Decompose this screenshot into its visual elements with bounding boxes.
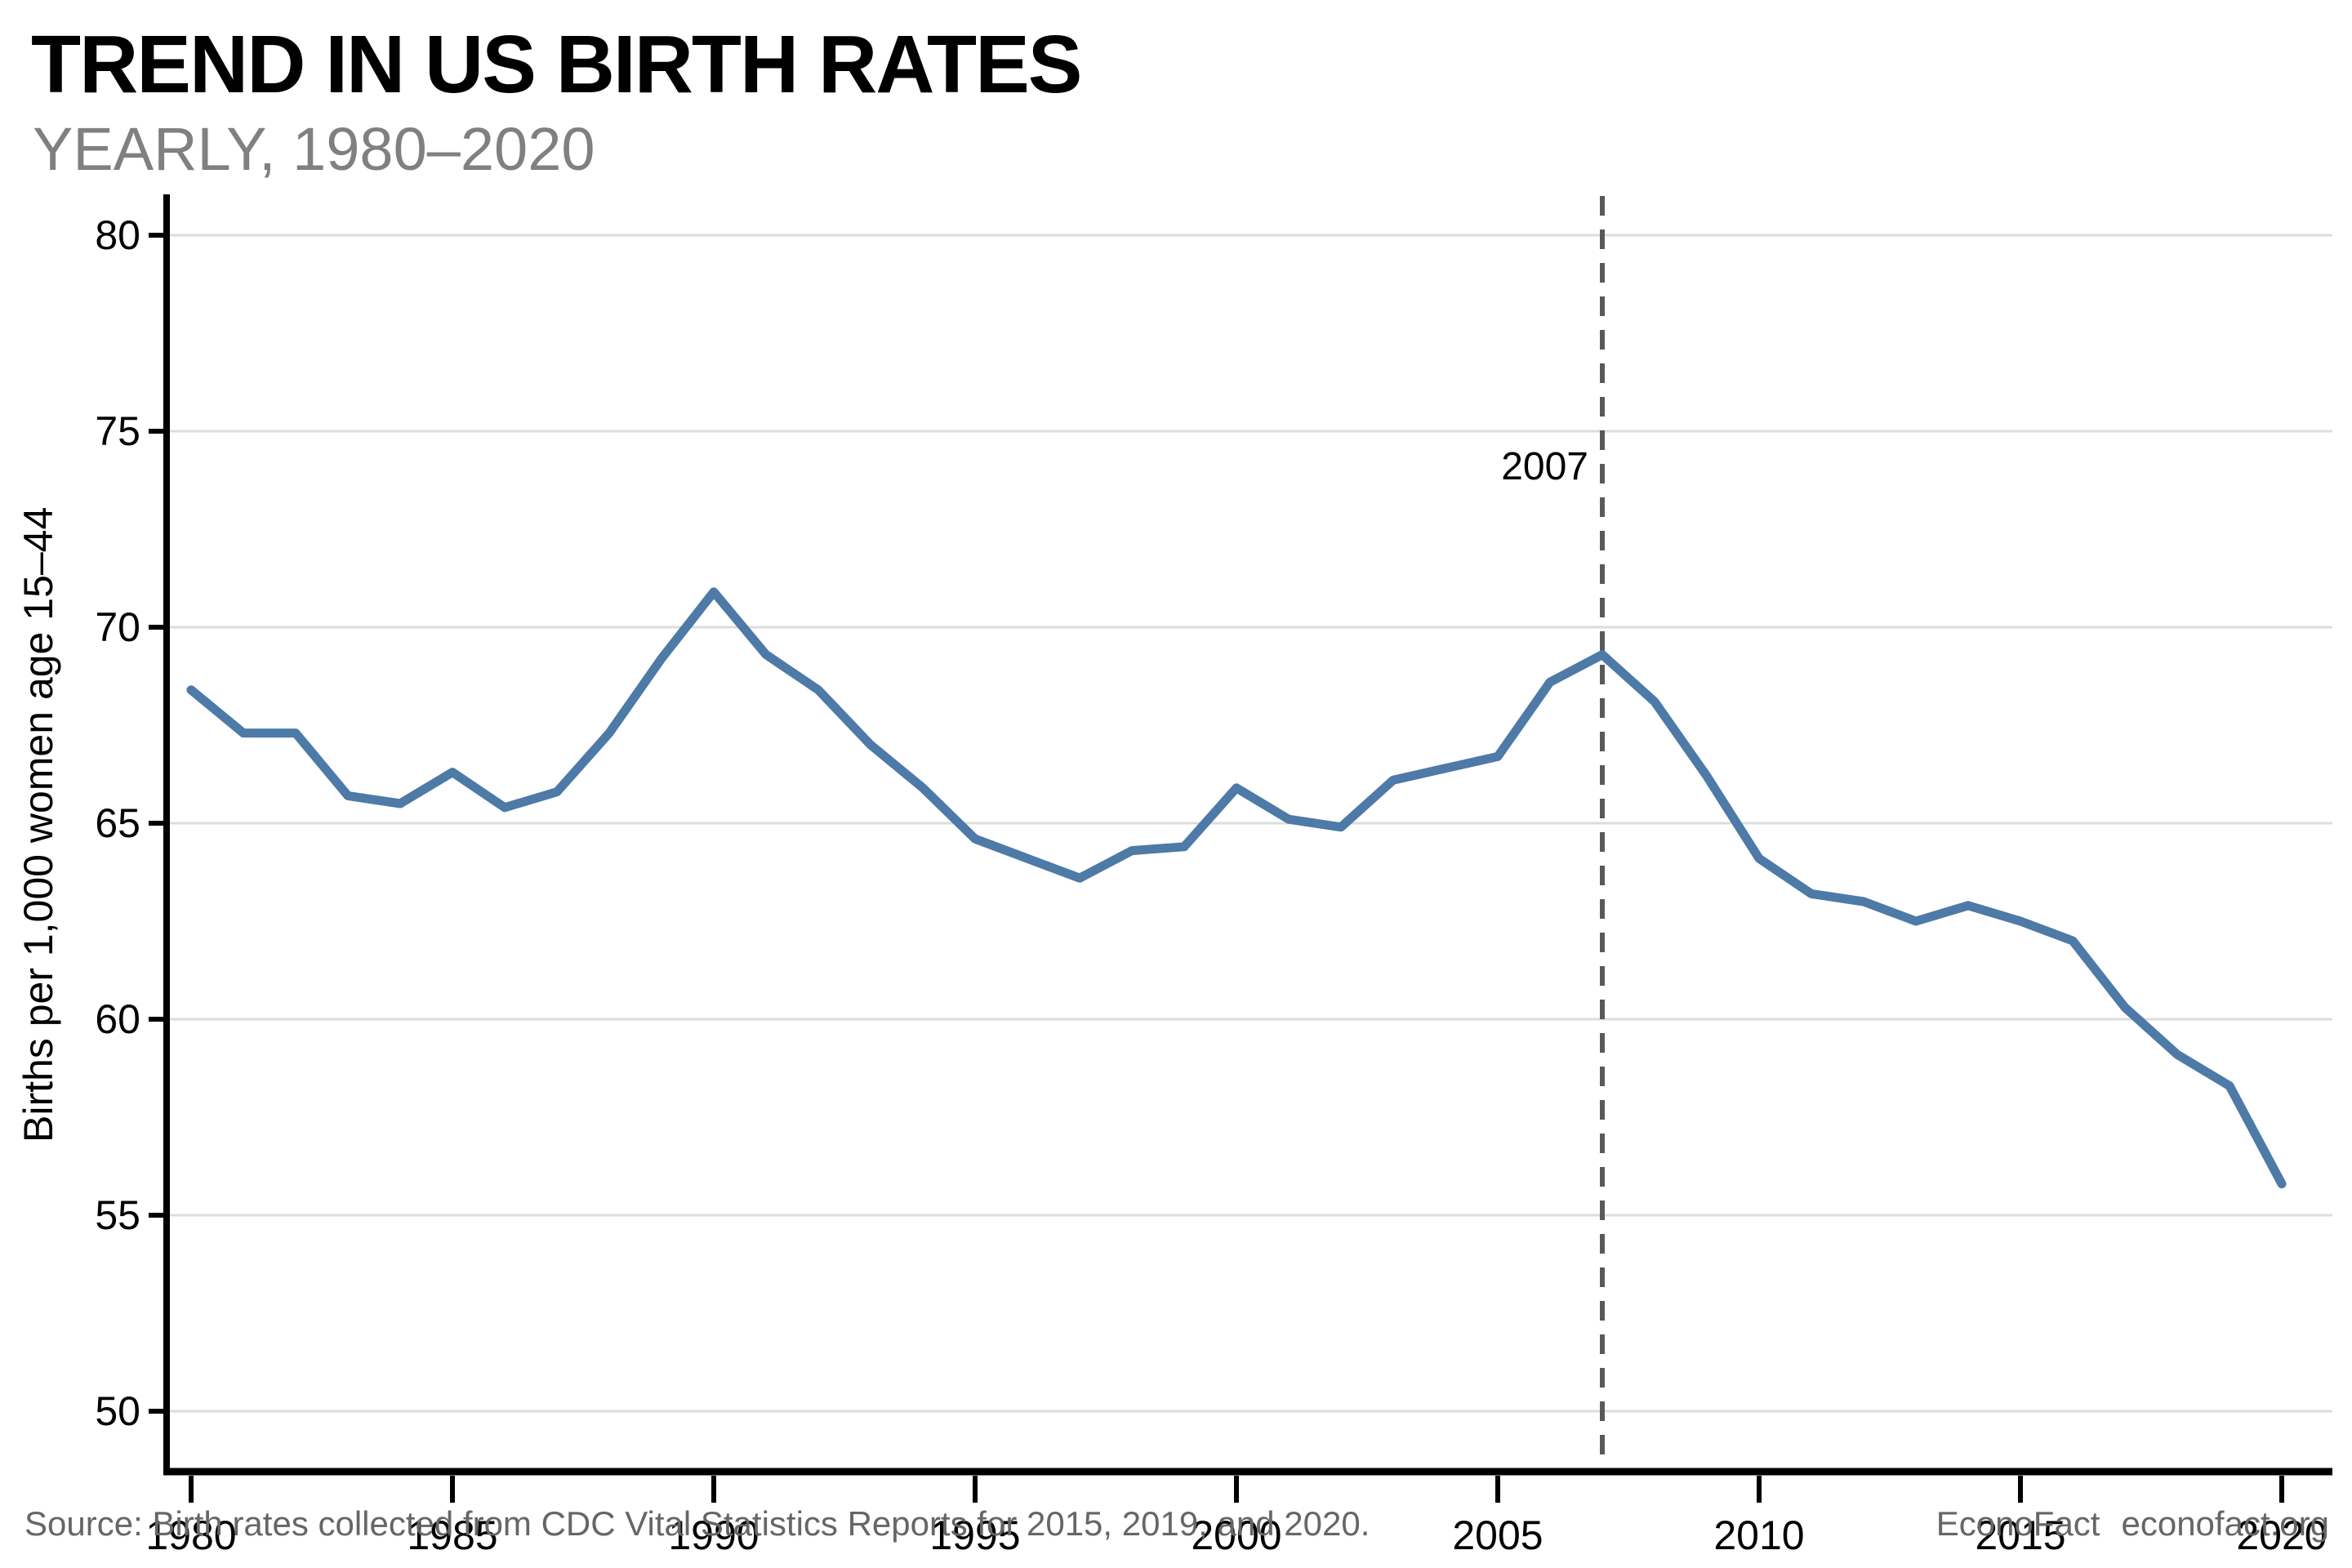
x-tick-label-2010: 2010 [1713,1512,1804,1558]
brand: EconoFact econofact.org [1936,1504,2329,1544]
x-tick-label-2015: 2015 [1975,1512,2065,1558]
y-axis-title: Births per 1,000 women age 15–44 [16,506,61,1143]
x-tick-label-1990: 1990 [668,1512,759,1558]
chart-title: TREND IN US BIRTH RATES [31,19,1082,110]
x-tick-label-2005: 2005 [1452,1512,1543,1558]
y-tick-label-80: 80 [95,212,140,258]
chart-subtitle: YEARLY, 1980–2020 [33,115,595,183]
footer: Source: Birth rates collected from CDC V… [0,1504,2352,1544]
y-tick-label-65: 65 [95,800,140,846]
birth-rate-line [186,587,2287,1189]
x-tick-label-1980: 1980 [145,1512,236,1558]
y-tick-label-55: 55 [95,1192,140,1238]
y-tick-label-75: 75 [95,408,140,454]
x-tick-label-2000: 2000 [1191,1512,1281,1558]
brand-name: EconoFact [1936,1504,2100,1543]
x-tick-label-2020: 2020 [2236,1512,2327,1558]
y-tick-label-70: 70 [95,604,140,650]
y-tick-label-60: 60 [95,996,140,1042]
x-tick-label-1995: 1995 [929,1512,1020,1558]
x-tick-label-1985: 1985 [407,1512,497,1558]
annotation-2007-label: 2007 [1501,445,1588,488]
y-tick-label-50: 50 [95,1388,140,1434]
source-note: Source: Birth rates collected from CDC V… [24,1504,1370,1543]
brand-url: econofact.org [2121,1504,2329,1543]
